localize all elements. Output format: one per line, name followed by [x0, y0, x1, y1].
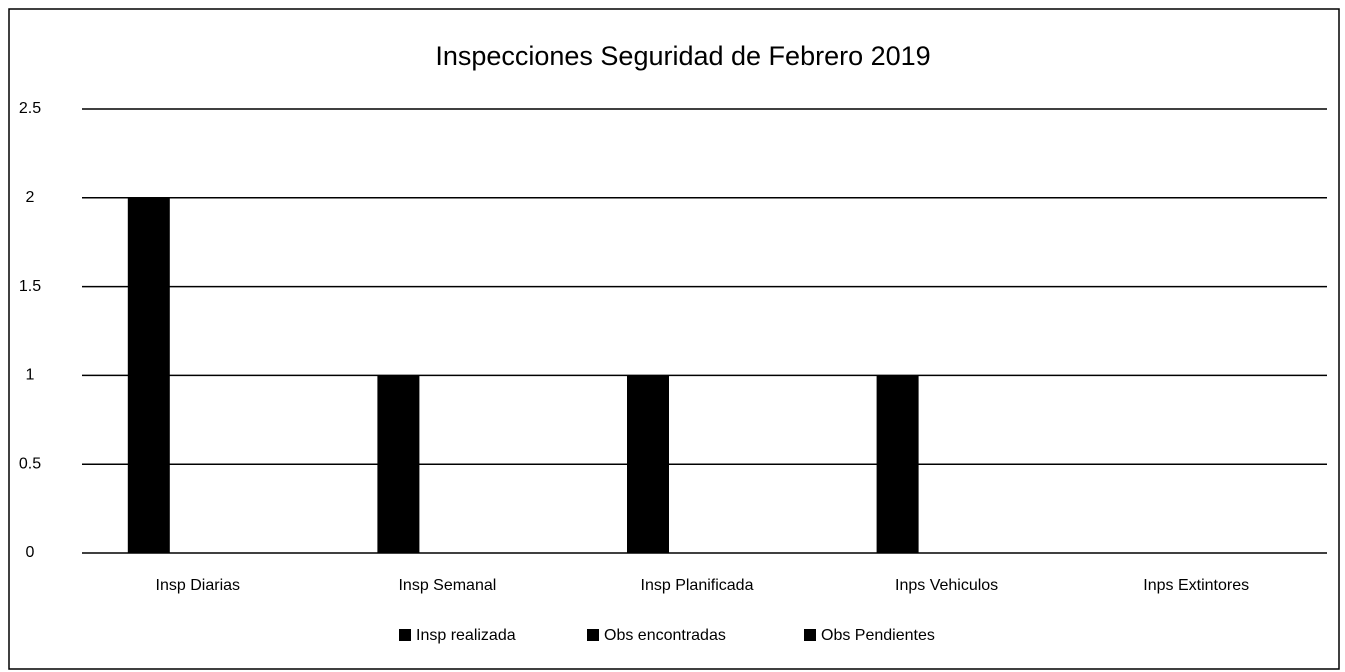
y-tick-label: 2: [26, 189, 35, 206]
x-tick-label: Inps Vehiculos: [895, 577, 998, 594]
legend-label: Insp realizada: [416, 627, 516, 644]
legend-swatch: [587, 629, 599, 641]
legend-label: Obs Pendientes: [821, 627, 935, 644]
legend-swatch: [804, 629, 816, 641]
legend-swatch: [399, 629, 411, 641]
chart-title: Inspecciones Seguridad de Febrero 2019: [435, 41, 930, 71]
x-tick-label: Inps Extintores: [1143, 577, 1249, 594]
y-tick-label: 0.5: [19, 455, 41, 472]
bar: [627, 375, 669, 553]
y-tick-label: 0: [26, 544, 35, 561]
y-tick-label: 1.5: [19, 278, 41, 295]
x-tick-label: Insp Semanal: [398, 577, 496, 594]
y-tick-label: 2.5: [19, 100, 41, 117]
bar: [127, 197, 170, 554]
bar: [377, 375, 420, 553]
y-tick-label: 1: [26, 367, 35, 384]
bar: [876, 375, 919, 553]
legend-label: Obs encontradas: [604, 627, 726, 644]
chart-frame: [8, 8, 1340, 670]
x-tick-label: Insp Diarias: [156, 577, 240, 594]
x-tick-label: Insp Planificada: [641, 577, 754, 594]
